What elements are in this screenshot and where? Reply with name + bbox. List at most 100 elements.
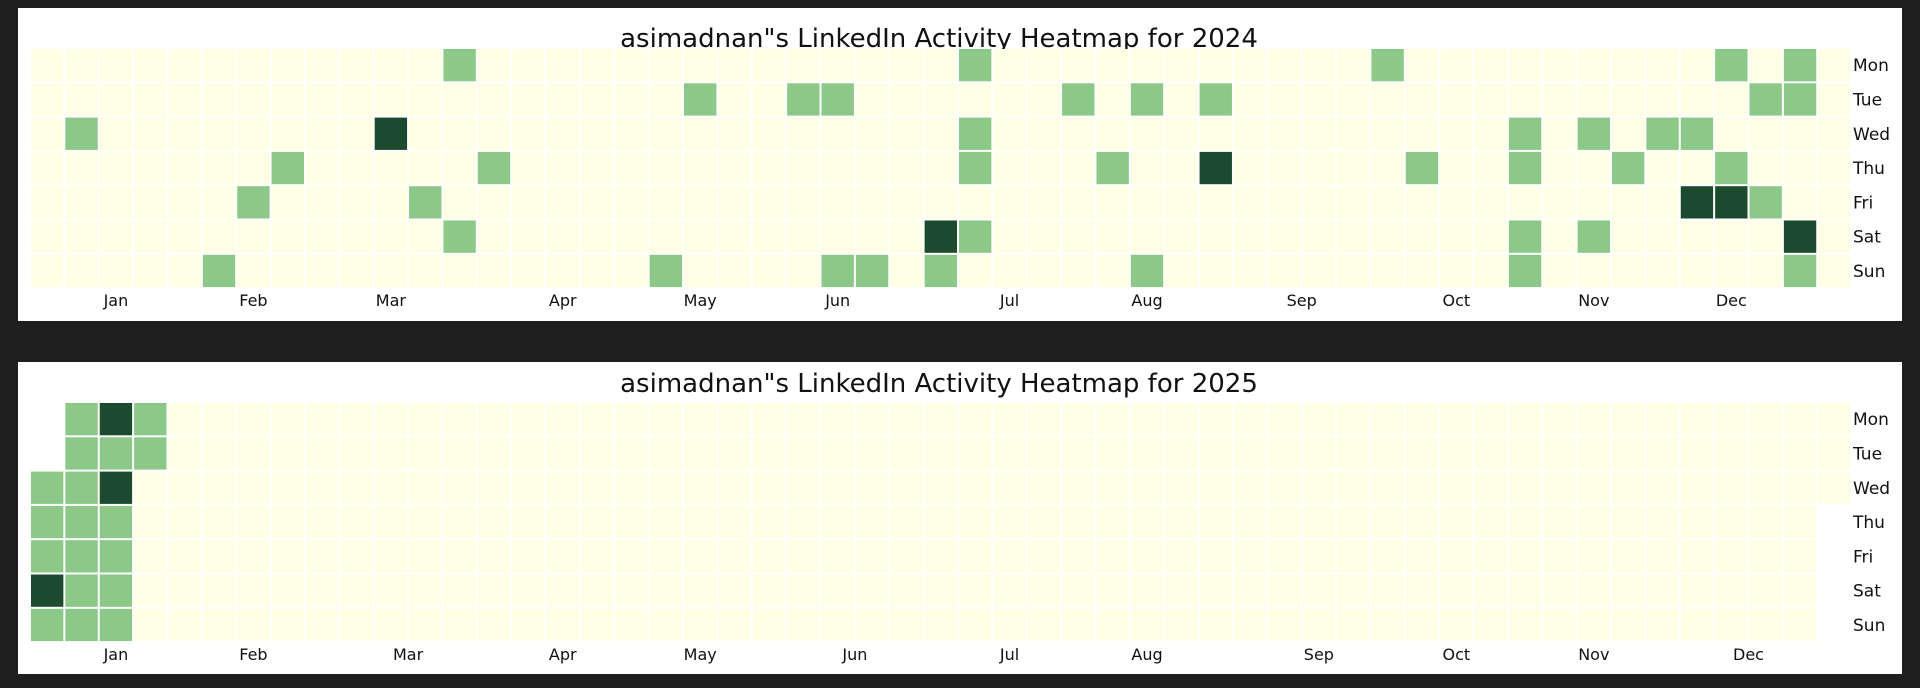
month-label: Mar	[376, 291, 407, 310]
heatmap-cell	[752, 471, 786, 504]
heatmap-cell	[1543, 471, 1576, 504]
heatmap-cell	[1130, 220, 1164, 253]
heatmap-cell	[202, 574, 236, 607]
heatmap-cell	[1612, 220, 1645, 253]
heatmap-cell	[1783, 403, 1817, 436]
heatmap-cell	[512, 540, 545, 573]
heatmap-cell	[168, 151, 201, 185]
heatmap-cell	[1199, 49, 1232, 82]
heatmap-cell	[512, 608, 545, 642]
heatmap-cell	[1302, 117, 1336, 150]
heatmap-cell	[615, 437, 648, 470]
heatmap-cell	[271, 540, 304, 573]
heatmap-cell	[1130, 540, 1164, 573]
heatmap-cell	[65, 254, 98, 288]
heatmap-cell	[477, 540, 511, 573]
heatmap-cell	[65, 117, 98, 150]
heatmap-cell	[168, 83, 201, 116]
heatmap-cell	[580, 117, 614, 150]
heatmap-cell	[1646, 540, 1679, 573]
heatmap-cell	[1199, 403, 1232, 436]
month-label: Jul	[999, 645, 1019, 664]
heatmap-cell	[1715, 49, 1748, 82]
heatmap-cell	[271, 151, 304, 185]
heatmap-cell	[1130, 117, 1164, 150]
heatmap-cell	[1371, 437, 1404, 470]
month-label: Jan	[103, 645, 129, 664]
heatmap-cell	[787, 540, 820, 573]
heatmap-cell	[374, 220, 408, 253]
heatmap-cell	[1165, 608, 1198, 642]
heatmap-cell	[1130, 254, 1164, 288]
heatmap-cell	[305, 117, 339, 150]
heatmap-cell	[99, 254, 133, 288]
heatmap-cell	[1818, 83, 1851, 116]
heatmap-cell	[1062, 437, 1095, 470]
heatmap-cell	[1027, 437, 1061, 470]
month-label: Sep	[1304, 645, 1334, 664]
heatmap-cell	[1508, 505, 1542, 539]
heatmap-cell	[1783, 151, 1817, 185]
heatmap-cell	[890, 151, 923, 185]
heatmap-cell	[1440, 83, 1473, 116]
heatmap-cell	[958, 540, 992, 573]
heatmap-cell	[1233, 540, 1267, 573]
heatmap-cell	[1337, 471, 1370, 504]
heatmap-cell	[1233, 117, 1267, 150]
heatmap-cell	[1543, 49, 1576, 82]
heatmap-cell	[1543, 540, 1576, 573]
heatmap-cell	[1405, 117, 1439, 150]
heatmap-cell	[340, 574, 373, 607]
heatmap-cell	[134, 49, 167, 82]
heatmap-cell	[409, 574, 442, 607]
heatmap-cell	[1165, 186, 1198, 219]
heatmap-cell	[1749, 151, 1782, 185]
heatmap-cell	[477, 117, 511, 150]
heatmap-cell	[99, 186, 133, 219]
heatmap-cell	[958, 437, 992, 470]
day-label: Thu	[1852, 159, 1885, 179]
heatmap-cell	[1371, 403, 1404, 436]
month-label: Jul	[999, 291, 1019, 310]
heatmap-cell	[477, 83, 511, 116]
heatmap-cell	[1268, 49, 1301, 82]
heatmap-cell	[134, 220, 167, 253]
heatmap-cell	[1233, 574, 1267, 607]
heatmap-cell	[1474, 403, 1507, 436]
heatmap-cell	[340, 83, 373, 116]
heatmap-cell	[271, 254, 304, 288]
heatmap-cell	[1165, 403, 1198, 436]
heatmap-cell	[31, 471, 64, 504]
heatmap-cell	[1371, 151, 1404, 185]
heatmap-cell	[890, 49, 923, 82]
heatmap-cell	[65, 151, 98, 185]
heatmap-cell	[993, 471, 1026, 504]
heatmap-cell	[1577, 186, 1611, 219]
heatmap-cell	[1646, 220, 1679, 253]
heatmap-cell	[580, 403, 614, 436]
heatmap-cell	[752, 608, 786, 642]
heatmap-cell	[1612, 117, 1645, 150]
heatmap-cell	[1130, 437, 1164, 470]
heatmap-cell	[1818, 151, 1851, 185]
heatmap-cell	[855, 403, 889, 436]
heatmap-cell	[512, 574, 545, 607]
heatmap-cell	[1096, 186, 1129, 219]
heatmap-cell	[855, 151, 889, 185]
heatmap-cell	[1577, 117, 1611, 150]
heatmap-cell	[477, 471, 511, 504]
heatmap-cell	[31, 505, 64, 539]
heatmap-cell	[340, 151, 373, 185]
heatmap-cell	[1440, 574, 1473, 607]
heatmap-cell	[821, 540, 854, 573]
heatmap-cell	[1749, 608, 1782, 642]
heatmap-cell	[580, 220, 614, 253]
heatmap-cell	[1612, 505, 1645, 539]
heatmap-cell	[443, 186, 476, 219]
heatmap-cell	[305, 505, 339, 539]
heatmap-cell	[1543, 151, 1576, 185]
heatmap-cell	[134, 505, 167, 539]
heatmap-cell	[1062, 540, 1095, 573]
heatmap-cell	[787, 574, 820, 607]
heatmap-cell	[1474, 608, 1507, 642]
